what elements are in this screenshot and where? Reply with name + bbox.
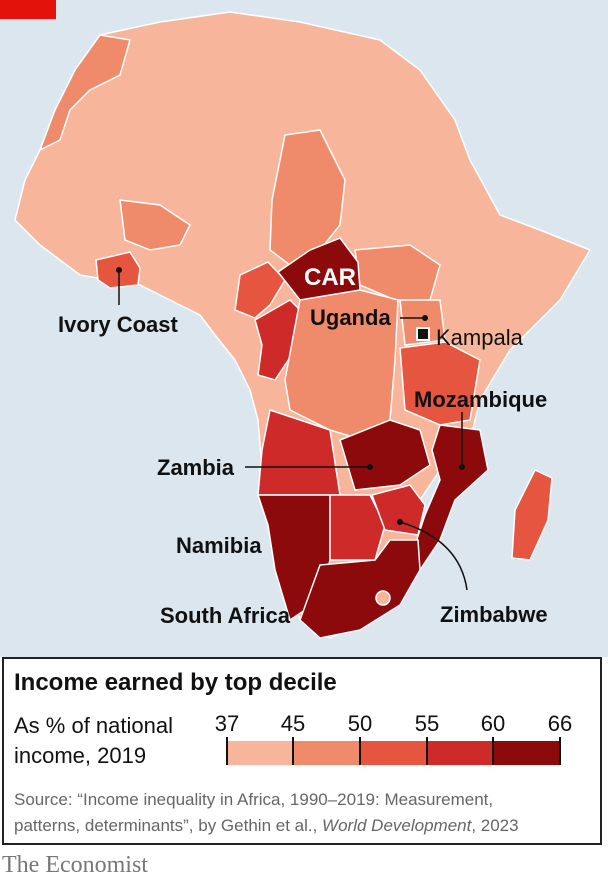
scale-band-45-50	[293, 741, 360, 765]
source-line1: Source: “Income inequality in Africa, 19…	[14, 790, 494, 809]
country-cameroon	[234, 261, 286, 319]
label-ivory-coast: Ivory Coast	[58, 312, 178, 337]
scale-band-60-66	[493, 741, 560, 765]
label-uganda: Uganda	[310, 305, 391, 330]
africa-map: Ivory Coast CAR Uganda Kampala Mozambiqu…	[14, 11, 592, 639]
country-lesotho	[375, 590, 391, 606]
legend-title: Income earned by top decile	[14, 669, 337, 696]
label-kampala: Kampala	[436, 325, 524, 350]
legend-subtitle-line1: As % of national	[14, 713, 173, 738]
source-line2-b: , 2023	[471, 816, 519, 835]
kampala-marker-icon	[416, 327, 430, 341]
label-car: CAR	[304, 264, 356, 291]
legend-subtitle: As % of national income, 2019	[14, 711, 173, 771]
label-namibia: Namibia	[176, 533, 262, 558]
legend-box: Income earned by top decile As % of nati…	[2, 657, 602, 845]
source-line2-a: patterns, determinants”, by Gethin et al…	[14, 816, 323, 835]
scale-band-55-60	[427, 741, 493, 765]
source-journal: World Development	[322, 816, 472, 835]
scale-label-66: 66	[548, 711, 572, 736]
country-botswana	[329, 494, 386, 561]
scale-label-37: 37	[215, 711, 239, 736]
scale-label-50: 50	[348, 711, 372, 736]
color-scale: 37 45 50 55 60 66	[215, 711, 572, 765]
country-mali	[119, 199, 191, 251]
label-zambia: Zambia	[157, 455, 235, 480]
marker-ivory-coast	[116, 267, 122, 273]
country-morocco	[38, 34, 131, 152]
economist-logo: The Economist	[2, 852, 148, 878]
country-congo	[254, 299, 306, 381]
country-uganda	[399, 299, 446, 346]
scale-label-45: 45	[281, 711, 305, 736]
scale-label-55: 55	[415, 711, 439, 736]
source-note: Source: “Income inequality in Africa, 19…	[14, 787, 594, 839]
marker-mozambique	[459, 464, 465, 470]
brand-red-tag	[0, 0, 56, 19]
leader-zimbabwe	[399, 521, 468, 591]
country-zimbabwe	[371, 484, 426, 536]
marker-zimbabwe	[397, 519, 403, 525]
label-mozambique: Mozambique	[414, 387, 547, 412]
country-zambia	[339, 419, 431, 491]
country-madagascar	[511, 469, 553, 561]
scale-band-37-45	[227, 741, 293, 765]
label-zimbabwe: Zimbabwe	[440, 602, 548, 627]
country-south-africa	[299, 539, 421, 639]
marker-uganda	[422, 315, 428, 321]
label-south-africa: South Africa	[160, 603, 291, 628]
marker-zambia	[367, 464, 373, 470]
legend-subtitle-line2: income, 2019	[14, 743, 147, 768]
scale-label-60: 60	[481, 711, 505, 736]
country-tanzania	[399, 341, 481, 426]
scale-band-50-55	[360, 741, 427, 765]
source-line2: patterns, determinants”, by Gethin et al…	[14, 813, 594, 839]
